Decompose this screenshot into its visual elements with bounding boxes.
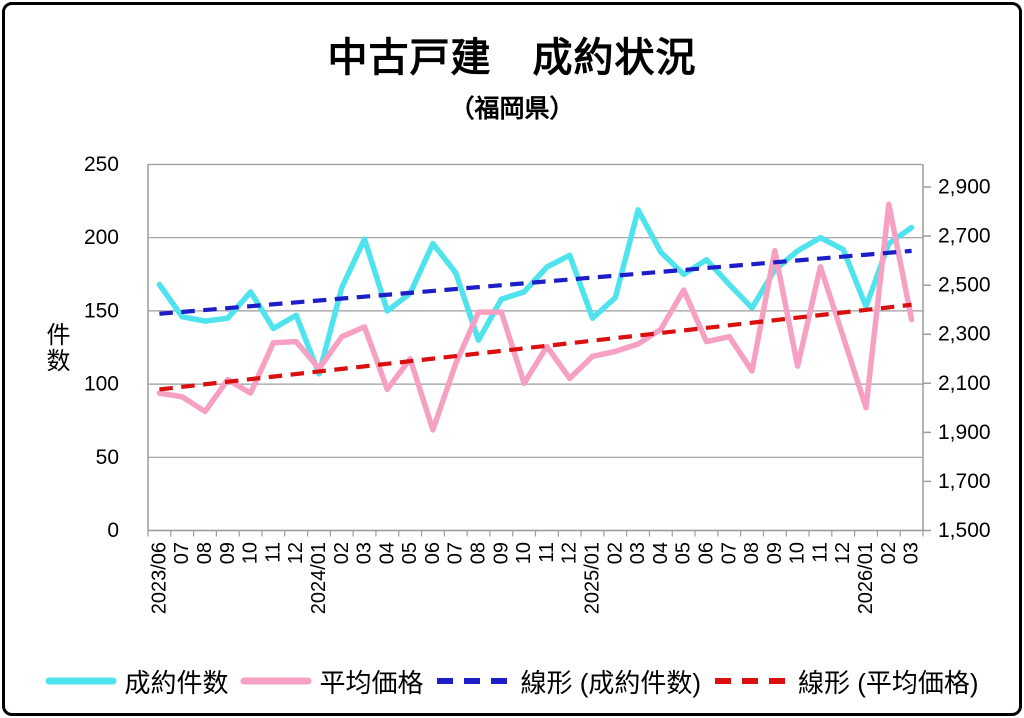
x-axis-tick-label: 02 (331, 542, 353, 564)
left-axis-tick-label: 100 (84, 373, 119, 396)
x-axis-tick-label: 2025/01 (581, 542, 603, 614)
legend-label-trend-average-price: 線形 (平均価格) (798, 667, 979, 698)
x-axis-tick-label: 10 (787, 542, 809, 564)
x-axis-tick-label: 11 (809, 542, 831, 563)
left-axis-tick-label: 200 (84, 226, 119, 249)
trend-line-left (159, 248, 912, 316)
average-price-line-swatch-icon (240, 677, 312, 685)
x-axis-tick-label: 2024/01 (308, 542, 330, 614)
series-line-right (156, 201, 915, 433)
x-axis-tick-label: 09 (764, 542, 786, 564)
x-axis-tick-label: 08 (194, 542, 216, 564)
left-axis-title: 件数 (42, 322, 69, 374)
x-axis-tick-label: 12 (832, 542, 854, 564)
trend-contracts-dashed-swatch-icon (437, 678, 514, 684)
x-axis-tick-label: 08 (468, 542, 490, 564)
x-axis-tick-label: 10 (513, 542, 535, 564)
left-axis-tick-label: 250 (84, 153, 119, 176)
x-axis-tick-label: 2023/06 (148, 542, 170, 614)
x-axis-tick-label: 04 (376, 542, 398, 564)
trend-average-price-dashed-swatch-icon (715, 678, 792, 684)
x-axis-tick-label: 05 (399, 542, 421, 564)
legend-label-contracts: 成約件数 (124, 667, 229, 698)
right-axis-tick-label: 2,500 (938, 274, 991, 297)
x-axis-tick-label: 11 (262, 542, 284, 563)
right-axis-tick-label: 1,500 (938, 519, 991, 542)
chart-subtitle: （福岡県） (449, 95, 575, 123)
left-axis-tick-label: 0 (107, 519, 119, 542)
x-axis-tick-label: 06 (422, 542, 444, 564)
x-axis-tick-label: 09 (217, 542, 239, 564)
x-axis-tick-label: 07 (718, 542, 740, 564)
right-axis-tick-label: 2,100 (938, 372, 991, 395)
legend: 成約件数 平均価格 線形 (成約件数) 線形 (平均価格) (5, 656, 1019, 706)
x-axis-tick-label: 04 (650, 542, 672, 564)
x-axis-tick-label: 02 (878, 542, 900, 564)
left-axis-tick-label: 50 (96, 446, 119, 469)
right-axis-tick-label: 1,900 (938, 421, 991, 444)
x-axis-tick-label: 10 (240, 542, 262, 564)
x-axis-tick-label: 09 (490, 542, 512, 564)
x-axis-tick-label: 11 (536, 542, 558, 563)
x-axis-tick-label: 03 (354, 542, 376, 564)
legend-label-trend-contracts: 線形 (成約件数) (520, 667, 702, 698)
x-axis-tick-label: 2026/01 (855, 542, 877, 614)
x-axis-tick-label: 07 (445, 542, 467, 564)
chart-plot-area: 1,500 1,700 1,900 2,100 2,300 2,500 2,700 2,900… (84, 153, 991, 614)
x-axis-tick-label: 12 (285, 542, 307, 564)
x-axis-tick-label: 07 (171, 542, 193, 564)
x-axis-tick-label: 12 (559, 542, 581, 564)
right-axis-tick-label: 2,300 (938, 323, 991, 346)
legend-item-average-price: 平均価格 (240, 663, 423, 700)
x-axis-tick-label: 08 (741, 542, 763, 564)
contracts-line-swatch-icon (45, 677, 117, 685)
legend-item-trend-average-price: 線形 (平均価格) (713, 663, 979, 700)
x-axis-tick-label: 03 (627, 542, 649, 564)
x-axis-tick-label: 03 (901, 542, 923, 564)
x-axis-tick-label: 05 (673, 542, 695, 564)
legend-item-contracts: 成約件数 (45, 663, 228, 700)
right-axis-tick-label: 2,700 (938, 225, 991, 248)
left-axis-tick-label: 150 (84, 299, 119, 322)
right-axis-tick-label: 1,700 (938, 470, 991, 493)
x-axis-tick-label: 06 (695, 542, 717, 564)
legend-item-trend-contracts: 線形 (成約件数) (435, 663, 701, 700)
legend-label-average-price: 平均価格 (319, 667, 424, 698)
x-axis-tick-label: 02 (604, 542, 626, 564)
right-axis-tick-label: 2,900 (938, 176, 991, 199)
chart-title: 中古戸建 成約状況 (327, 36, 697, 80)
trend-line-right (159, 302, 912, 392)
